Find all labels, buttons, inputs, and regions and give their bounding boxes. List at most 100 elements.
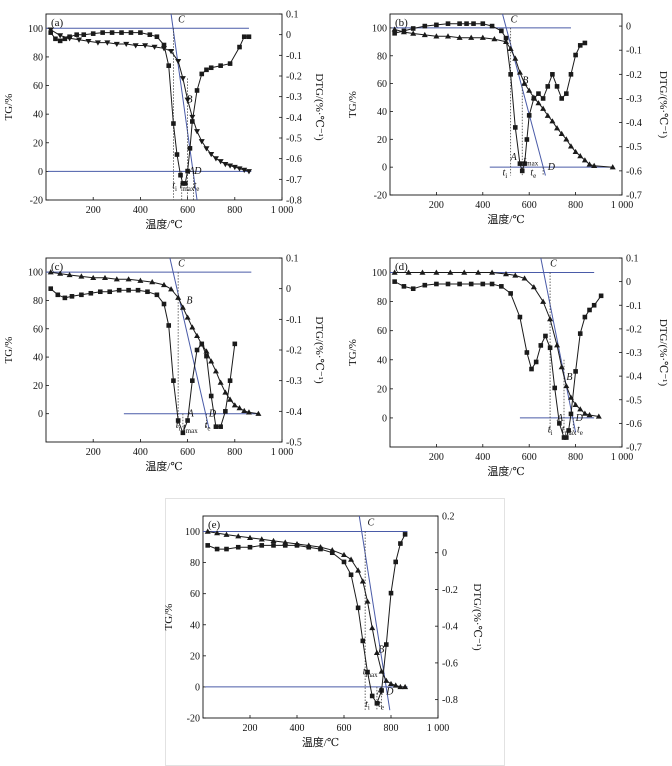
data-point-tg [544,112,551,118]
panel-d: 200 400 600 800 1 0000204060801000.10-0.1-0.… [347,254,669,479]
annotation-t-max: tmax [523,155,538,168]
y2-tick-label: 0 [626,277,631,288]
y-tick-label: 80 [190,558,200,569]
data-point-dtg [480,21,486,26]
annotation-t-i: ti [503,168,508,181]
y2-tick-label: -0.1 [286,315,302,326]
data-point-tg [421,31,428,38]
data-point-tg [516,69,523,75]
data-point-tg [236,166,243,172]
y2-tick-label: -0.5 [626,395,642,406]
data-point-dtg [208,65,214,71]
data-point-dtg [97,289,103,295]
y2-tick-label: -0.8 [442,695,458,706]
data-point-dtg [557,421,562,426]
data-point-tg [179,76,186,82]
data-point-dtg [355,605,361,611]
data-point-dtg [573,52,578,58]
data-point-tg [217,159,224,165]
x-tick-label: 1 000 [611,200,634,211]
data-point-tg [554,125,561,131]
data-point-tg [189,114,196,121]
data-point-dtg [161,301,167,307]
y2-axis-label: DTG/(%·℃⁻¹) [471,583,483,651]
data-point-tg [567,143,574,149]
panel-c: 200 400 600 800 1 0000204060801000.10-0.1-0.… [3,254,325,474]
annotation-a: A [376,687,384,698]
y-tick-label: 20 [190,651,200,662]
data-point-tg [563,136,570,142]
x-tick-label: 200 [429,452,444,463]
data-point-tg [76,37,83,43]
y-tick-label: 20 [33,138,43,149]
data-point-dtg [178,172,183,178]
annotation-t-e: te [205,420,211,433]
y2-tick-label: -0.6 [286,154,302,165]
y2-tick-label: -0.1 [626,46,642,57]
data-point-tg [402,683,409,690]
data-point-tg [57,270,64,276]
data-point-tg [445,33,451,39]
data-point-tg [581,157,588,163]
series-line-dtg [50,288,236,435]
data-point-tg [161,281,167,288]
data-point-dtg [564,435,569,440]
data-point-tg [433,269,440,275]
data-point-dtg [522,161,527,166]
data-point-tg [369,624,376,631]
annotation-t-e: te [194,181,200,194]
data-point-tg [78,273,85,279]
data-point-tg [392,682,399,688]
data-point-dtg [235,544,241,550]
data-point-tg [558,364,565,370]
data-point-tg [184,97,191,103]
y2-tick-label: -0.7 [286,175,302,186]
data-point-tg [227,396,234,402]
data-point-tg [577,406,584,412]
data-point-dtg [591,302,597,308]
data-point-tg [137,277,144,283]
y-tick-label: 100 [372,268,387,279]
data-point-tg [231,402,238,408]
y2-tick-label: -0.1 [286,51,302,62]
data-point-dtg [587,307,592,313]
y2-tick-label: -0.7 [626,191,642,202]
x-tick-label: 800 [227,205,242,216]
data-point-dtg [185,418,190,423]
panel-label: (a) [51,17,64,29]
data-point-dtg [410,26,416,31]
data-point-dtg [489,281,495,287]
data-point-dtg [138,30,143,35]
data-point-dtg [566,428,571,433]
data-point-tg [179,304,186,310]
data-point-tg [222,389,229,395]
data-point-dtg [499,284,504,289]
x-tick-label: 1 000 [271,447,294,458]
annotation-a: A [188,166,196,177]
panel-a: 200 400 600 800 1 000-200204060801000.10-0.1… [3,10,325,232]
data-point-tg [586,412,593,418]
x-tick-label: 800 [384,723,399,734]
y-tick-label: 40 [377,107,387,118]
y2-axis-label: DTG/(%·℃⁻¹) [657,319,669,387]
data-point-dtg [145,289,150,295]
y2-tick-label: -0.2 [626,70,642,81]
data-point-tg [410,30,417,36]
data-point-tg [161,46,167,52]
y2-tick-label: -0.4 [286,113,302,124]
data-point-dtg [154,292,160,298]
data-point-dtg [464,21,469,26]
data-point-dtg [294,543,300,548]
data-point-tg [113,41,120,48]
data-point-tg [245,409,252,415]
y-axis-label: TG/% [347,91,359,118]
data-point-tg [341,551,347,558]
data-point-tg [214,530,221,536]
data-point-dtg [182,181,188,186]
data-point-dtg [175,418,181,423]
data-point-dtg [194,88,200,93]
data-point-tg [94,40,101,46]
data-point-tg [535,100,542,106]
data-point-tg [405,269,412,275]
annotation-t-e: te [530,168,536,181]
